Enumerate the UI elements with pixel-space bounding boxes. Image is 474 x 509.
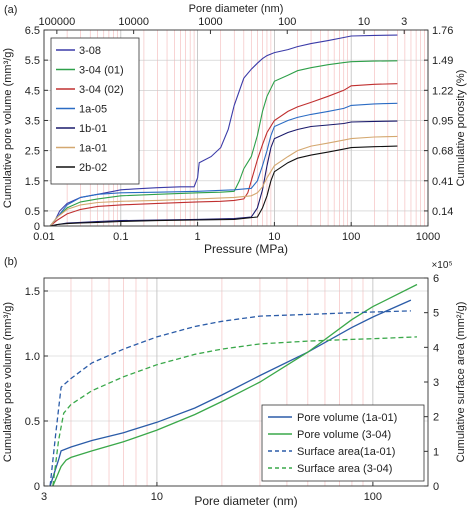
panel-b-label: (b) bbox=[4, 256, 17, 268]
panel-b-legend-label: Pore volume (3-04) bbox=[297, 429, 391, 441]
panel-a-legend-label: 1a-05 bbox=[79, 104, 107, 116]
panel-a-right-tick-label: 0.68 bbox=[432, 146, 453, 158]
panel-a-y-tick-label: 0 bbox=[34, 221, 40, 233]
panel-a-x-tick-label: 1000 bbox=[416, 231, 440, 243]
panel-a-series-line-2b-02 bbox=[49, 145, 398, 227]
panel-b-right-tick-label: 2 bbox=[433, 412, 439, 424]
panel-a-top-tick-label: 100000 bbox=[38, 16, 75, 28]
panel-a-series-line-3-04-01- bbox=[49, 60, 398, 227]
panel-b-legend: Pore volume (1a-01) Pore volume (3-04) Sur… bbox=[261, 404, 425, 482]
panel-a-top-tick-label: 100 bbox=[278, 16, 296, 28]
panel-a-legend: 3-08 3-04 (01) 3-04 (02) 1a-05 1b-01 1a-01 2b-… bbox=[50, 37, 140, 185]
panel-b-right-tick-label: 1 bbox=[433, 446, 439, 458]
panel-a-frame bbox=[43, 29, 429, 227]
panel-a-legend-label: 1a-01 bbox=[79, 143, 107, 155]
panel-a-right-tick-label: 1.49 bbox=[432, 55, 453, 67]
panel-a-top-label: Pore diameter (nm) bbox=[189, 3, 284, 15]
panel-a-legend-label: 3-04 (01) bbox=[79, 65, 124, 77]
panel-a-right-tick-label: 0.41 bbox=[432, 176, 453, 188]
panel-a-right-tick-label: 0.95 bbox=[432, 115, 453, 127]
panel-b-ylabel: Cumulative pore volume (mm³/g) bbox=[2, 302, 14, 462]
panel-b-right-multiplier: ×10⁵ bbox=[431, 260, 452, 271]
panel-a-x-tick-label: 0.01 bbox=[33, 231, 54, 243]
panel-b-right-tick-label: 5 bbox=[433, 308, 439, 320]
panel-a-right-tick-label: 0.14 bbox=[432, 206, 453, 218]
panel-a-top-tick-label: 10000 bbox=[118, 16, 149, 28]
panel-a-y-tick-label: 5.5 bbox=[25, 55, 40, 67]
panel-a-legend-label: 1b-01 bbox=[79, 123, 107, 135]
panel-a: 0.01 0.1 1 10 100 1000 Pressure (MPa) 0 0.5 1.5 2.… bbox=[2, 3, 467, 256]
panel-a-legend-label: 2b-02 bbox=[79, 162, 107, 174]
panel-b-right-tick-label: 0 bbox=[433, 481, 439, 493]
panel-b-series-line-Pore-volume-3-04- bbox=[52, 283, 418, 487]
panel-b-ylabel-right: Cumulative surface area (mm²/g) bbox=[455, 302, 467, 463]
panel-b-xlabel: Pore diameter (nm) bbox=[194, 494, 297, 508]
panel-a-legend-box bbox=[50, 37, 140, 185]
panel-b-legend-label: Surface area(1a-01) bbox=[297, 446, 395, 458]
panel-b-y-tick-label: 1.5 bbox=[25, 286, 40, 298]
panel-a-y-tick-label: 4.5 bbox=[25, 85, 40, 97]
panel-b-y-tick-label: 0 bbox=[34, 481, 40, 493]
panel-b-legend-label: Surface area (3-04) bbox=[297, 463, 392, 475]
panel-a-series-line-1a-05 bbox=[49, 102, 398, 227]
panel-a-legend-label: 3-04 (02) bbox=[79, 84, 124, 96]
panel-a-top-tick-label: 1000 bbox=[198, 16, 222, 28]
panel-a-right-tick-label: 1.22 bbox=[432, 85, 453, 97]
panel-a-x-tick-label: 0.1 bbox=[113, 231, 128, 243]
panel-a-ylabel-right: Cumulative porosity (%) bbox=[455, 70, 467, 187]
panel-b-x-tick-label: 10 bbox=[151, 491, 163, 503]
panel-a-ylabel: Cumulative pore volume (mm³/g) bbox=[2, 48, 14, 208]
panel-b-right-tick-label: 6 bbox=[433, 273, 439, 285]
panel-a-y-tick-label: 6.5 bbox=[25, 25, 40, 37]
panel-b-series-line-Pore-volume-1a-01- bbox=[49, 299, 412, 487]
panel-a-series-line-1b-01 bbox=[49, 120, 398, 227]
panel-a-x-tick-label: 100 bbox=[342, 231, 360, 243]
panel-a-x-tick-label: 10 bbox=[268, 231, 280, 243]
panel-b-right-tick-label: 4 bbox=[433, 342, 439, 354]
panel-a-series-line-3-04-02- bbox=[49, 83, 398, 227]
panel-a-y-tick-label: 2.5 bbox=[25, 146, 40, 158]
panel-a-y-tick-label: 3.5 bbox=[25, 115, 40, 127]
panel-a-legend-label: 3-08 bbox=[79, 45, 101, 57]
panel-b-y-tick-label: 1.0 bbox=[25, 351, 40, 363]
panel-a-series-line-1a-01 bbox=[49, 135, 398, 227]
panel-a-y-tick-label: 0.5 bbox=[25, 206, 40, 218]
panel-a-top-tick-label: 10 bbox=[358, 16, 370, 28]
panel-a-xlabel: Pressure (MPa) bbox=[204, 242, 288, 256]
panel-b-y-tick-label: 0.5 bbox=[25, 416, 40, 428]
panel-b-series-line-Surface-area-3-04- bbox=[52, 336, 418, 487]
panel-b-series-line-Surface-area-1a-01- bbox=[49, 310, 411, 487]
panel-b-x-tick-label: 100 bbox=[364, 491, 382, 503]
panel-a-label: (a) bbox=[4, 4, 17, 16]
panel-b-legend-label: Pore volume (1a-01) bbox=[297, 412, 397, 424]
panel-a-y-tick-label: 1.5 bbox=[25, 176, 40, 188]
panel-b-right-tick-label: 3 bbox=[433, 377, 439, 389]
panel-a-right-tick-label: 1.76 bbox=[432, 25, 453, 37]
panel-b-x-tick-label: 3 bbox=[41, 491, 47, 503]
panel-a-x-tick-label: 1 bbox=[195, 231, 201, 243]
panel-a-top-tick-label: 3 bbox=[401, 16, 407, 28]
